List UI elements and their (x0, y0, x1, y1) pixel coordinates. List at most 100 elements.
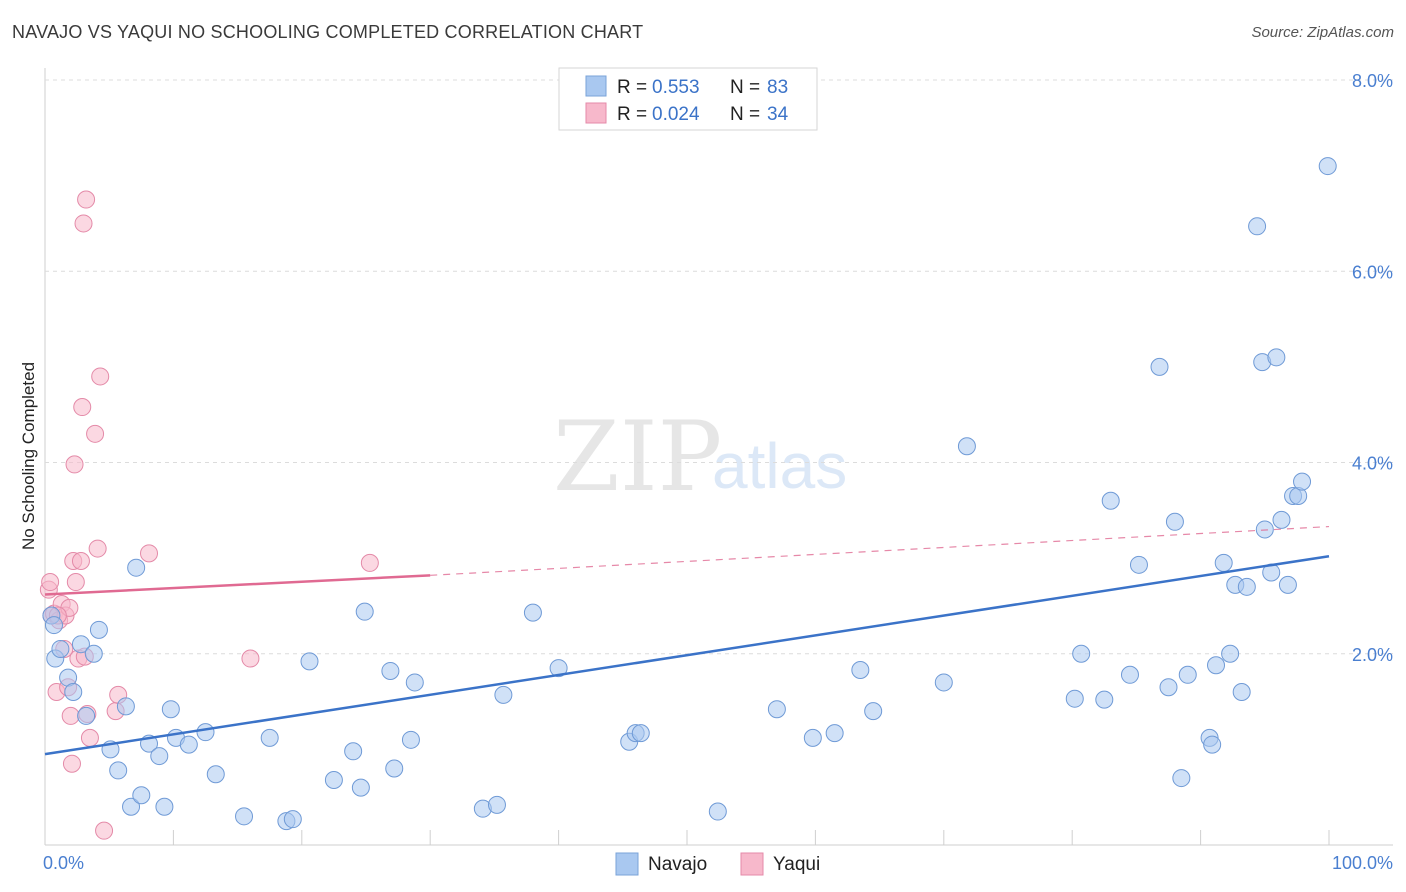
yaqui-point (95, 821, 114, 840)
yaqui-point (77, 190, 96, 209)
navajo-point (494, 685, 513, 704)
navajo-point (401, 730, 420, 749)
navajo-point (127, 558, 146, 577)
navajo-point (1267, 348, 1286, 367)
gridlines (45, 79, 1393, 655)
navajo-point (196, 723, 215, 742)
yaqui-trend-line (44, 574, 431, 596)
navajo-point (405, 673, 424, 692)
navajo-point (344, 742, 363, 761)
legend-bottom: Navajo Yaqui (615, 852, 820, 876)
legend-r-value-navajo: 0.553 (652, 77, 700, 98)
legend-swatch-navajo (585, 75, 607, 97)
legend-bottom-label-navajo: Navajo (648, 854, 707, 875)
yaqui-point (88, 539, 107, 558)
legend-bottom-swatch-yaqui (740, 852, 764, 876)
navajo-point (150, 747, 169, 766)
legend-bottom-swatch-navajo (615, 852, 639, 876)
navajo-point (260, 728, 279, 747)
navajo-point (44, 616, 63, 635)
navajo-point (767, 700, 786, 719)
navajo-point (487, 795, 506, 814)
navajo-point (385, 759, 404, 778)
legend-r-label-navajo: R = (617, 77, 647, 98)
yaqui-point (65, 455, 84, 474)
legend-r-label-yaqui: R = (617, 104, 647, 125)
navajo-point (825, 724, 844, 743)
navajo-point (1072, 644, 1091, 663)
navajo-point (864, 702, 883, 721)
navajo-point (324, 770, 343, 789)
navajo-point (235, 807, 254, 826)
yaqui-point (86, 424, 105, 443)
legend-n-value-yaqui: 34 (767, 104, 789, 125)
legend-n-label-navajo: N = (730, 77, 760, 98)
navajo-point (1165, 512, 1184, 531)
navajo-point (300, 652, 319, 671)
navajo-point (1207, 656, 1226, 675)
legend-r-value-yaqui: 0.024 (652, 104, 700, 125)
navajo-point (1293, 472, 1312, 491)
navajo-point (1221, 644, 1240, 663)
yaqui-point (140, 544, 159, 563)
navajo-point (109, 761, 128, 780)
navajo-point (1172, 769, 1191, 788)
navajo-point (1248, 217, 1267, 236)
x-tick-label-right: 100.0% (1332, 853, 1393, 873)
navajo-point (122, 797, 141, 816)
yaqui-trend-extension (430, 525, 1330, 576)
watermark-zip: ZIP (553, 401, 722, 513)
y-tick-label: 6.0% (1352, 262, 1393, 282)
yaqui-point (80, 728, 99, 747)
navajo-point (116, 697, 135, 716)
navajo-point (355, 602, 374, 621)
navajo-trend-line (44, 554, 1330, 756)
y-axis-label: No Schooling Completed (19, 362, 38, 550)
navajo-point (1255, 520, 1274, 539)
legend-swatch-yaqui (585, 102, 607, 124)
navajo-point (851, 661, 870, 680)
yaqui-series (39, 190, 379, 840)
navajo-point (351, 778, 370, 797)
watermark-atlas: atlas (712, 430, 847, 502)
navajo-point (1278, 575, 1297, 594)
legend-bottom-label-yaqui: Yaqui (773, 854, 820, 875)
navajo-point (1232, 683, 1251, 701)
yaqui-point (61, 706, 80, 725)
navajo-point (708, 802, 727, 821)
navajo-point (1065, 689, 1084, 708)
navajo-point (155, 797, 174, 816)
navajo-point (64, 683, 83, 701)
navajo-point (631, 724, 650, 743)
navajo-point (77, 706, 96, 725)
x-tick-marks (172, 830, 1330, 845)
legend-n-value-navajo: 83 (767, 77, 788, 98)
navajo-point (84, 644, 103, 663)
source-label: Source: ZipAtlas.com (1251, 24, 1394, 41)
navajo-point (283, 810, 302, 829)
navajo-point (1237, 577, 1256, 596)
navajo-point (1159, 678, 1178, 697)
yaqui-point (74, 214, 93, 233)
legend-top: R = 0.553 N = 83 R = 0.024 N = 34 (558, 67, 818, 131)
navajo-point (1129, 555, 1148, 574)
navajo-point (1214, 553, 1233, 572)
navajo-point (957, 437, 976, 456)
navajo-point (381, 661, 400, 680)
yaqui-point (241, 649, 260, 668)
legend-n-label-yaqui: N = (730, 104, 760, 125)
navajo-point (934, 673, 953, 692)
y-tick-label: 8.0% (1352, 71, 1393, 91)
yaqui-point (360, 553, 379, 572)
x-tick-label-left: 0.0% (43, 853, 84, 873)
navajo-point (51, 639, 70, 658)
navajo-point (803, 728, 822, 747)
yaqui-point (73, 398, 92, 417)
navajo-point (1120, 665, 1139, 684)
navajo-point (549, 659, 568, 678)
trend-lines (44, 525, 1330, 756)
navajo-point (1095, 690, 1114, 709)
navajo-point (1318, 157, 1337, 176)
yaqui-point (41, 573, 60, 592)
